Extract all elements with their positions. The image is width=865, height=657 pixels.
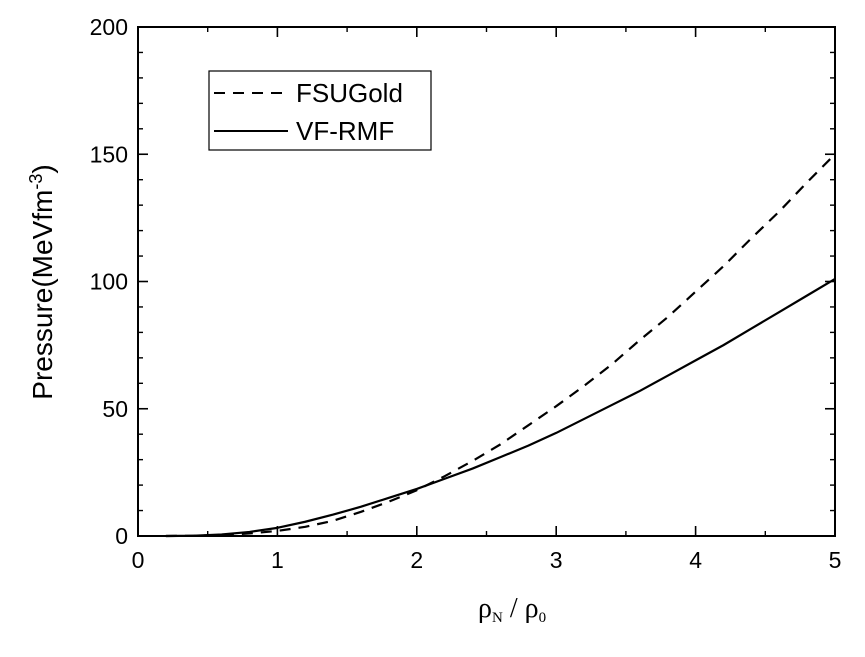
series-line-fsugold <box>165 153 836 538</box>
x-axis-sub-0: 0 <box>539 610 547 626</box>
x-axis-separator: / <box>503 593 525 624</box>
x-tick-label: 5 <box>829 547 842 573</box>
y-tick-label: 0 <box>115 523 128 549</box>
x-tick-label: 0 <box>132 547 145 573</box>
y-tick-label: 100 <box>90 269 128 295</box>
legend-label-fsugold: FSUGold <box>296 78 403 108</box>
y-axis-title-close: ) <box>27 164 58 173</box>
x-axis-title: ρN / ρ0 <box>478 593 546 626</box>
legend-label-vf-rmf: VF-RMF <box>296 116 394 146</box>
y-tick-label: 50 <box>102 396 128 422</box>
legend: FSUGold VF-RMF <box>208 70 432 151</box>
x-tick-label: 1 <box>271 547 284 573</box>
y-axis-title-main: Pressure(MeVfm <box>27 190 58 400</box>
y-axis-title-superscript: -3 <box>26 174 46 190</box>
plot-frame <box>137 26 836 537</box>
legend-box <box>208 70 432 151</box>
y-tick-label: 150 <box>90 141 128 167</box>
x-tick-label: 4 <box>689 547 702 573</box>
y-tick-label: 200 <box>90 14 128 40</box>
x-axis-sub-n: N <box>492 610 503 626</box>
x-axis-rho-n: ρ <box>478 593 492 624</box>
x-tick-label: 3 <box>550 547 563 573</box>
x-tick-label: 2 <box>410 547 423 573</box>
x-axis-rho-0: ρ <box>525 593 539 624</box>
y-axis-title: Pressure(MeVfm-3) <box>26 164 58 399</box>
